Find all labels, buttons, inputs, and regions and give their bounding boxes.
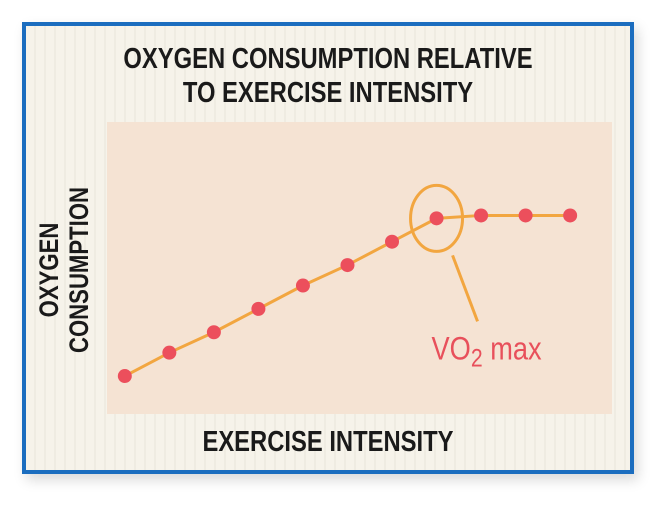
title-line-2: TO EXERCISE INTENSITY [182, 77, 474, 109]
vo2max-circle [409, 183, 465, 253]
x-axis-label: EXERCISE INTENSITY [202, 426, 454, 458]
y-label-line-2: CONSUMPTION [64, 186, 94, 354]
plot-area [107, 122, 612, 414]
data-point [340, 258, 355, 273]
data-point [206, 325, 221, 340]
data-point [429, 211, 444, 226]
data-point [295, 278, 310, 293]
y-axis-label: OXYGEN CONSUMPTION [34, 187, 94, 353]
vo2max-label: VO2 max [432, 331, 542, 371]
title-line-1: OXYGEN CONSUMPTION RELATIVE [123, 43, 533, 75]
chart-title: OXYGEN CONSUMPTION RELATIVE TO EXERCISE … [77, 42, 579, 110]
data-point [251, 301, 266, 316]
data-point [518, 208, 533, 223]
data-point [474, 208, 489, 223]
data-point [162, 345, 177, 360]
data-point [385, 234, 400, 249]
data-point [117, 369, 132, 384]
y-label-line-1: OXYGEN [34, 222, 64, 318]
vo2max-leader-line [451, 254, 479, 322]
data-point [563, 208, 578, 223]
